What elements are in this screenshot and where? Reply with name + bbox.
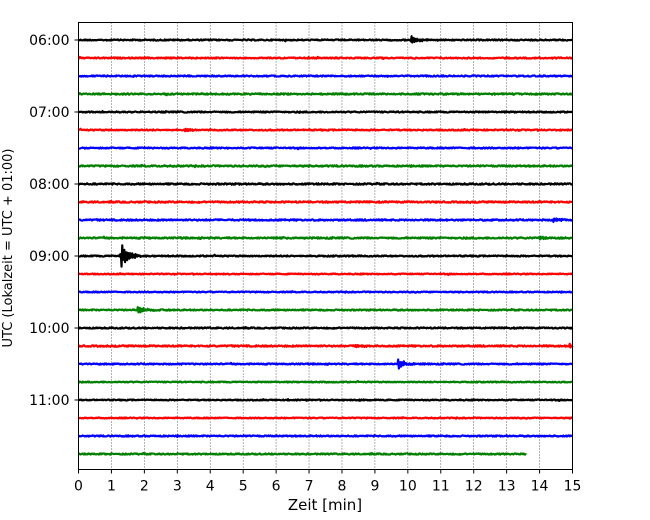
x-axis-ticks: 0 1 2 3 4 5 6 7 8 9 10 11 12 13 14 15 <box>74 469 582 495</box>
x-tick-label: 15 <box>564 479 582 495</box>
y-tick-label: 11:00 <box>29 393 69 409</box>
x-tick-label: 5 <box>239 479 248 495</box>
plot-frame <box>78 22 573 470</box>
x-tick-label: 14 <box>531 479 549 495</box>
seismogram-trace <box>78 416 573 420</box>
y-tick-label: 07:00 <box>29 105 69 121</box>
x-tick-label: 13 <box>498 479 516 495</box>
x-tick-label: 6 <box>272 479 281 495</box>
seismogram-trace <box>78 358 574 370</box>
grid-lines <box>111 22 540 470</box>
seismogram-traces <box>77 35 574 456</box>
y-tick-label: 09:00 <box>29 249 69 265</box>
seismogram-trace <box>77 92 574 97</box>
x-tick-label: 12 <box>465 479 483 495</box>
y-axis-label: UTC (Lokalzeit = UTC + 01:00) <box>1 149 16 348</box>
seismogram-trace <box>77 434 573 438</box>
seismogram-trace <box>78 244 573 268</box>
x-tick-label: 9 <box>370 479 379 495</box>
seismogram-trace <box>78 35 573 44</box>
seismogram-trace <box>78 217 574 223</box>
seismogram-trace <box>78 55 573 61</box>
seismogram-trace <box>77 326 574 330</box>
seismogram-trace <box>77 163 574 169</box>
x-tick-label: 3 <box>173 479 182 495</box>
seismogram-trace <box>78 181 573 186</box>
seismogram-trace <box>77 199 573 204</box>
seismogram-trace <box>77 235 574 241</box>
seismogram-trace <box>77 306 573 314</box>
seismogram-trace <box>78 379 573 384</box>
y-tick-label: 10:00 <box>29 321 69 337</box>
seismogram-trace <box>77 397 574 403</box>
x-tick-label: 4 <box>206 479 215 495</box>
seismogram-trace <box>77 290 574 294</box>
seismogram-trace <box>77 127 573 133</box>
x-tick-label: 7 <box>305 479 314 495</box>
x-tick-label: 8 <box>338 479 347 495</box>
seismogram-trace <box>78 146 573 151</box>
x-tick-label: 11 <box>432 479 450 495</box>
y-tick-label: 08:00 <box>29 177 69 193</box>
seismogram-trace <box>78 74 573 78</box>
y-axis-ticks: 06:00 07:00 08:00 09:00 10:00 11:00 <box>29 33 79 409</box>
y-tick-label: 06:00 <box>29 33 69 49</box>
x-tick-label: 2 <box>140 479 149 495</box>
x-tick-label: 0 <box>74 479 83 495</box>
seismogram-trace <box>77 272 574 277</box>
x-tick-label: 1 <box>107 479 116 495</box>
x-axis-label: Zeit [min] <box>288 496 362 514</box>
x-tick-label: 10 <box>399 479 417 495</box>
seismogram-trace <box>77 110 573 114</box>
seismogram-trace <box>78 451 527 456</box>
seismogram-trace <box>78 342 574 349</box>
